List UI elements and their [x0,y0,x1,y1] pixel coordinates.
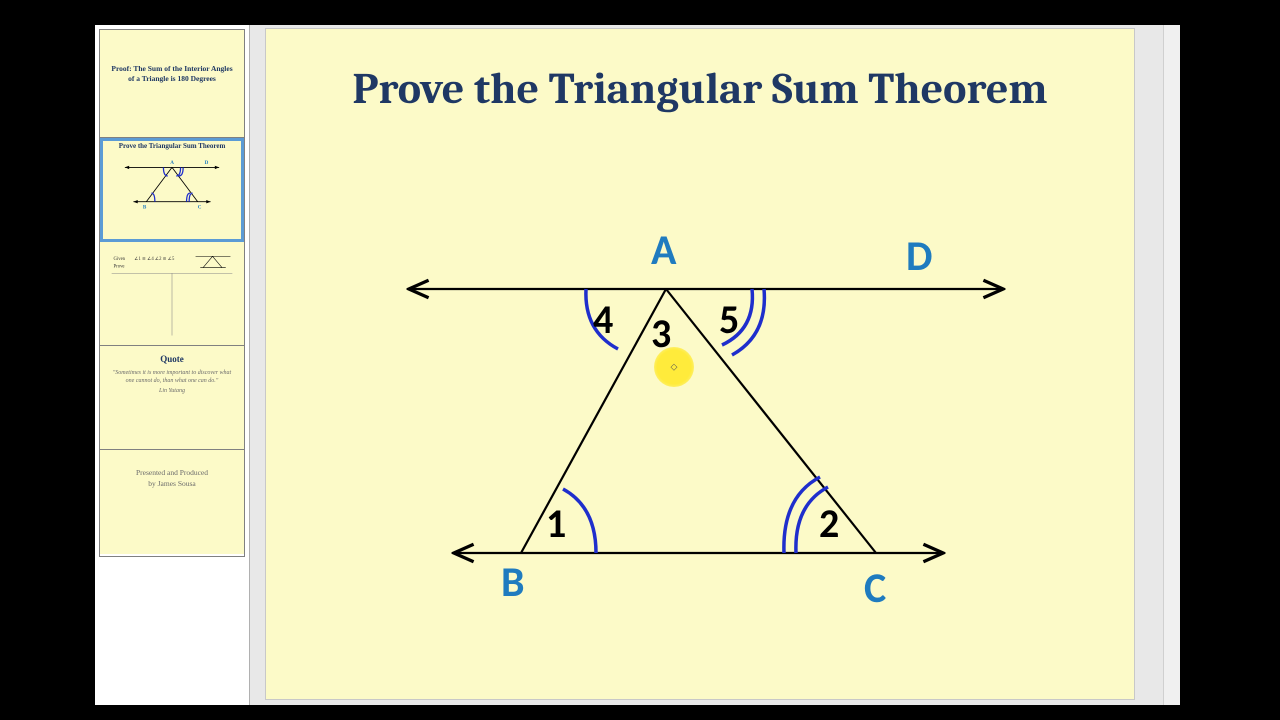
vertex-label-a: A [651,225,676,276]
vertex-label-c: C [864,563,886,614]
triangle-diagram [266,29,1136,701]
angle-label-5: 5 [719,295,739,344]
thumbnail-slide-4[interactable]: Quote "Sometimes it is more important to… [100,346,244,450]
scrollbar-edge[interactable] [1163,25,1180,705]
thumbnail-5-line1: Presented and Produced [106,468,238,479]
thumbnail-slide-2[interactable]: Prove the Triangular Sum Theorem [100,138,244,242]
thumbnail-slide-1[interactable]: Proof: The Sum of the Interior Angles of… [100,30,244,138]
svg-text:D: D [205,160,209,166]
svg-text:∠1 ≅ ∠4 ∠2 ≅ ∠5: ∠1 ≅ ∠4 ∠2 ≅ ∠5 [134,256,175,262]
presentation-window: Proof: The Sum of the Interior Angles of… [95,25,1180,705]
thumbnail-list: Proof: The Sum of the Interior Angles of… [99,29,245,557]
thumbnail-3-content: Given ∠1 ≅ ∠4 ∠2 ≅ ∠5 Prove [106,246,238,341]
thumbnail-slide-5[interactable]: Presented and Produced by James Sousa [100,450,244,554]
svg-text:Given: Given [114,257,126,262]
svg-text:A: A [170,160,174,166]
svg-text:B: B [143,205,147,211]
thumbnail-2-title: Prove the Triangular Sum Theorem [106,142,238,150]
slide-thumbnail-panel[interactable]: Proof: The Sum of the Interior Angles of… [95,25,250,705]
angle-label-3: 3 [651,309,671,358]
angle-label-4: 4 [593,295,613,344]
thumbnail-4-title: Quote [106,354,238,364]
thumbnail-1-title: Proof: The Sum of the Interior Angles of… [106,58,238,92]
current-slide: Prove the Triangular Sum Theorem [265,28,1135,700]
svg-text:Prove: Prove [114,265,125,270]
thumbnail-slide-3[interactable]: Given ∠1 ≅ ∠4 ∠2 ≅ ∠5 Prove [100,242,244,346]
thumbnail-5-line2: by James Sousa [106,479,238,490]
thumbnail-4-body: "Sometimes it is more important to disco… [106,370,238,386]
vertex-label-d: D [906,231,932,282]
angle-label-1: 1 [546,499,566,548]
angle-label-2: 2 [819,499,839,548]
thumbnail-4-author: Lin Yutang [106,388,238,396]
main-slide-area: Prove the Triangular Sum Theorem [250,25,1180,705]
vertex-label-b: B [501,557,525,608]
svg-text:C: C [198,205,202,211]
thumbnail-2-diagram: A D B C [106,152,238,212]
